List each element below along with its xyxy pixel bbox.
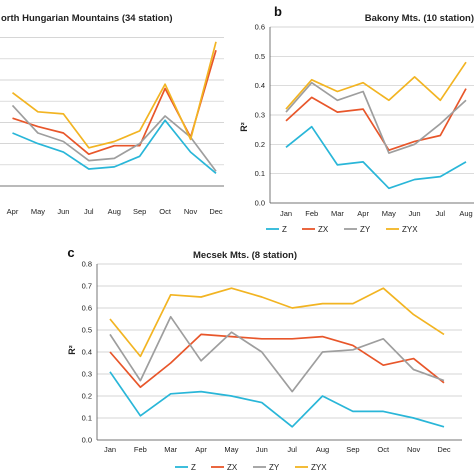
x-tick-label-b: Feb [305, 209, 318, 218]
panel-label-c: c [67, 245, 74, 260]
x-tick-label-c: Mar [164, 445, 177, 454]
legend-label-c-zx: ZX [227, 463, 238, 472]
chart-title-a: orth Hungarian Mountains (34 station) [1, 13, 173, 24]
series-line-a-z [12, 119, 217, 174]
series-line-c-zy [109, 315, 445, 393]
y-tick-label-c: 0.8 [82, 260, 92, 269]
x-tick-label-c: Aug [316, 445, 329, 454]
x-tick-label-a: Sep [133, 207, 146, 216]
x-tick-label-a: Oct [159, 207, 172, 216]
legend-label-c-z: Z [191, 463, 196, 472]
x-tick-label-a: Jun [57, 207, 69, 216]
legend-label-b-zx: ZX [318, 225, 329, 234]
y-tick-label-c: 0.1 [82, 414, 92, 423]
x-tick-label-c: Sep [346, 445, 359, 454]
legend-label-b-zy: ZY [360, 225, 371, 234]
y-axis-label-b: R² [239, 122, 249, 132]
x-tick-label-b: Aug [459, 209, 472, 218]
y-tick-label-c: 0.0 [82, 436, 92, 445]
chart-title-b: Bakony Mts. (10 station) [365, 13, 474, 24]
x-tick-label-a: May [31, 207, 45, 216]
legend-label-c-zy: ZY [269, 463, 280, 472]
series-line-a-zx [12, 50, 217, 156]
y-tick-label-b: 0.0 [255, 199, 265, 208]
y-axis-label-c: R² [67, 345, 77, 355]
x-tick-label-a: Jul [84, 207, 94, 216]
x-tick-label-c: Nov [407, 445, 421, 454]
panel-label-b: b [274, 4, 282, 19]
y-tick-label-c: 0.5 [82, 326, 92, 335]
series-line-b-zx [285, 88, 467, 152]
x-tick-label-b: Jun [409, 209, 421, 218]
legend-label-c-zyx: ZYX [311, 463, 327, 472]
x-tick-label-c: Feb [134, 445, 147, 454]
legend-label-b-z: Z [282, 225, 287, 234]
x-tick-label-c: Jun [256, 445, 268, 454]
series-line-b-z [285, 125, 467, 190]
x-tick-label-c: Oct [377, 445, 390, 454]
y-tick-label-c: 0.2 [82, 392, 92, 401]
series-line-c-zyx [109, 287, 445, 358]
x-tick-label-a: Aug [108, 207, 121, 216]
series-line-b-zyx [285, 61, 467, 110]
legend-label-b-zyx: ZYX [402, 225, 418, 234]
x-tick-label-b: Mar [331, 209, 344, 218]
x-tick-label-c: May [224, 445, 238, 454]
x-tick-label-b: Jul [435, 209, 445, 218]
y-tick-label-b: 0.6 [255, 23, 265, 32]
y-tick-label-b: 0.5 [255, 52, 265, 61]
x-tick-label-c: Apr [195, 445, 207, 454]
series-line-c-z [109, 371, 445, 428]
x-tick-label-a: Nov [184, 207, 198, 216]
y-tick-label-c: 0.4 [82, 348, 92, 357]
y-tick-label-c: 0.6 [82, 304, 92, 313]
y-tick-label-c: 0.7 [82, 282, 92, 291]
x-tick-label-c: Jul [287, 445, 297, 454]
series-line-b-zy [285, 81, 467, 154]
series-line-a-zyx [11, 41, 217, 149]
series-line-a-zy [11, 104, 217, 172]
x-tick-label-a: Apr [7, 207, 19, 216]
y-tick-label-b: 0.3 [255, 111, 265, 120]
x-tick-label-a: Dec [209, 207, 223, 216]
y-tick-label-b: 0.2 [255, 140, 265, 149]
series-line-c-zx [109, 333, 445, 389]
y-tick-label-c: 0.3 [82, 370, 92, 379]
y-tick-label-b: 0.4 [255, 81, 265, 90]
x-tick-label-b: May [382, 209, 396, 218]
x-tick-label-c: Jan [104, 445, 116, 454]
x-tick-label-b: Jan [280, 209, 292, 218]
y-tick-label-b: 0.1 [255, 169, 265, 178]
chart-title-c: Mecsek Mts. (8 station) [193, 250, 297, 261]
x-tick-label-c: Dec [437, 445, 451, 454]
x-tick-label-b: Apr [357, 209, 369, 218]
